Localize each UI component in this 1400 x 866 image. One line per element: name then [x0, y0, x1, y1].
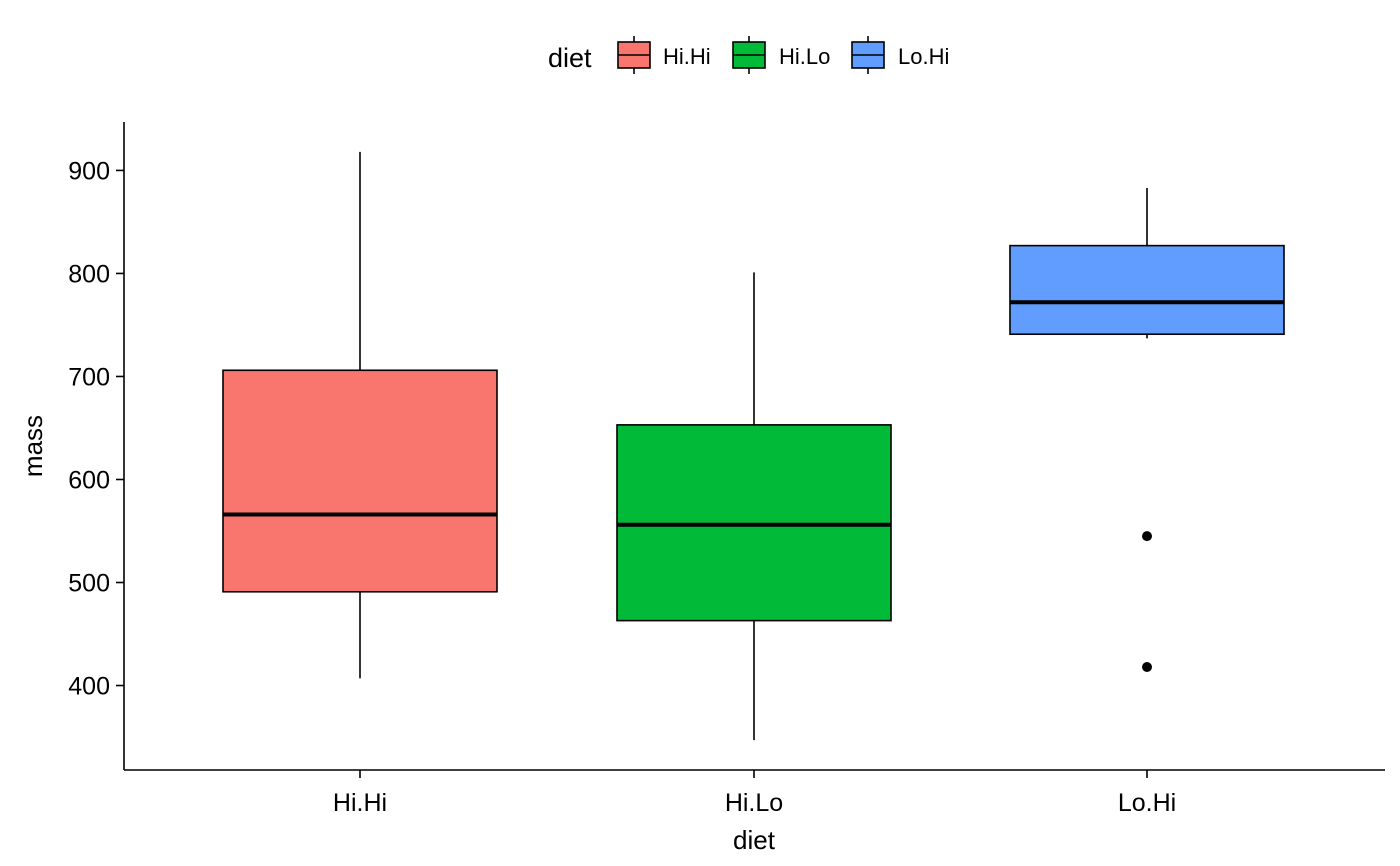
box-hi-hi [222, 151, 498, 679]
legend: diet Hi.Hi Hi.Lo Lo.Hi [548, 36, 949, 74]
iqr-box-hi-lo [616, 424, 892, 622]
legend-title: diet [548, 43, 592, 73]
y-tick-label-900: 900 [68, 157, 110, 185]
x-tick-label-Hi.Hi: Hi.Hi [333, 789, 387, 817]
legend-key-hi-hi [617, 36, 651, 74]
outlier-point-lo-hi-1 [1142, 661, 1152, 672]
legend-key-hi-lo [732, 36, 766, 74]
iqr-box-lo-hi [1009, 244, 1285, 336]
y-tick-label-600: 600 [68, 466, 110, 494]
legend-label-lo-hi: Lo.Hi [898, 44, 949, 69]
box-hi-lo [616, 272, 892, 741]
x-axis-title: diet [733, 825, 776, 855]
outlier-point-lo-hi-0 [1142, 531, 1152, 542]
iqr-box-hi-hi [222, 369, 498, 593]
legend-label-hi-hi: Hi.Hi [663, 44, 711, 69]
box-lo-hi [1009, 187, 1285, 672]
x-tick-label-Hi.Lo: Hi.Lo [725, 789, 783, 817]
legend-key-lo-hi [851, 36, 885, 74]
axes: 400 500 600 700 800 900 Hi.Hi Hi.Lo Lo.Hi [68, 122, 1385, 817]
y-tick-label-700: 700 [68, 363, 110, 391]
y-tick-label-800: 800 [68, 260, 110, 288]
y-tick-label-400: 400 [68, 673, 110, 701]
y-axis-title: mass [18, 415, 48, 477]
plot-area [222, 151, 1285, 741]
y-tick-label-500: 500 [68, 570, 110, 598]
x-tick-label-Lo.Hi: Lo.Hi [1118, 789, 1176, 817]
legend-label-hi-lo: Hi.Lo [779, 44, 830, 69]
